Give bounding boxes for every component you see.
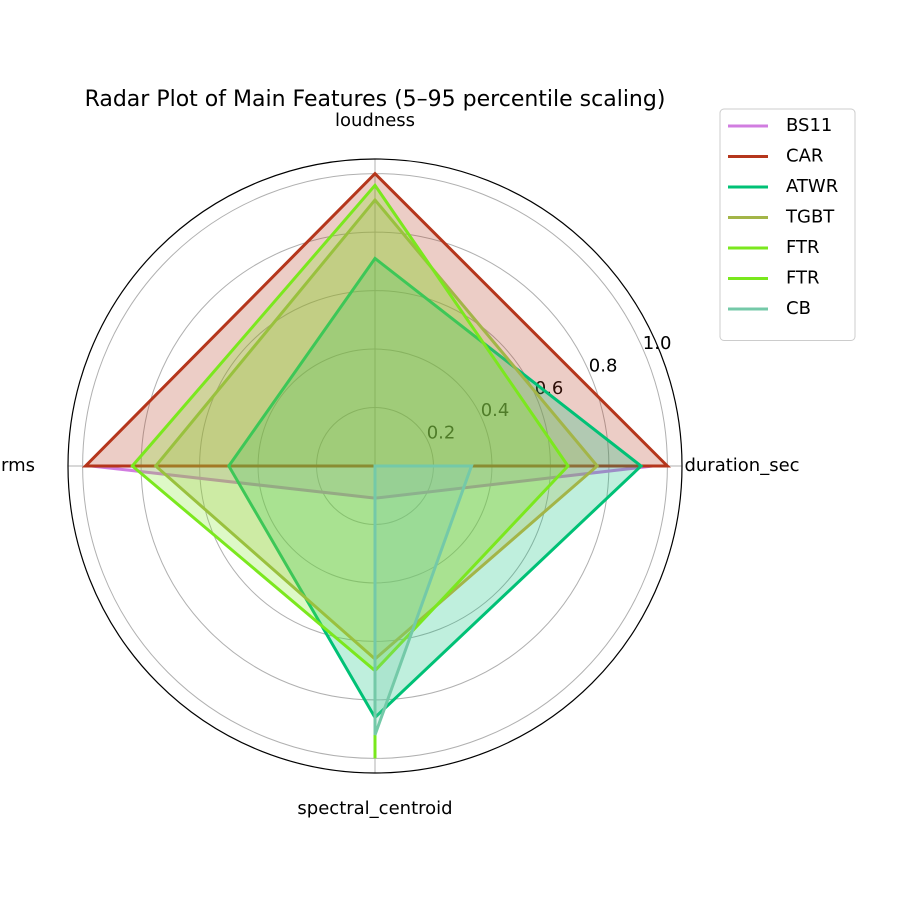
series-area [153, 197, 600, 661]
series-area [373, 464, 474, 736]
legend-label: BS11 [786, 115, 832, 136]
r-tick-label: 0.4 [481, 400, 510, 421]
r-tick-label: 0.6 [535, 378, 564, 399]
chart-title: Radar Plot of Main Features (5–95 percen… [85, 87, 666, 112]
legend-label: CB [786, 298, 811, 319]
series-area [227, 256, 644, 720]
series-area [130, 182, 570, 673]
category-label: loudness [335, 110, 415, 131]
legend-label: FTR [786, 268, 820, 289]
legend-box [719, 108, 856, 341]
legend-label: FTR [786, 237, 820, 258]
legend-label: CAR [786, 146, 823, 167]
category-label: rms [1, 455, 35, 476]
r-tick-label: 0.2 [427, 423, 456, 444]
r-tick-label: 0.8 [589, 355, 618, 376]
legend-label: TGBT [785, 207, 835, 228]
legend-label: ATWR [786, 176, 838, 197]
outer-frame [67, 158, 683, 774]
category-label: duration_sec [684, 455, 799, 476]
category-label: spectral_centroid [297, 798, 452, 819]
